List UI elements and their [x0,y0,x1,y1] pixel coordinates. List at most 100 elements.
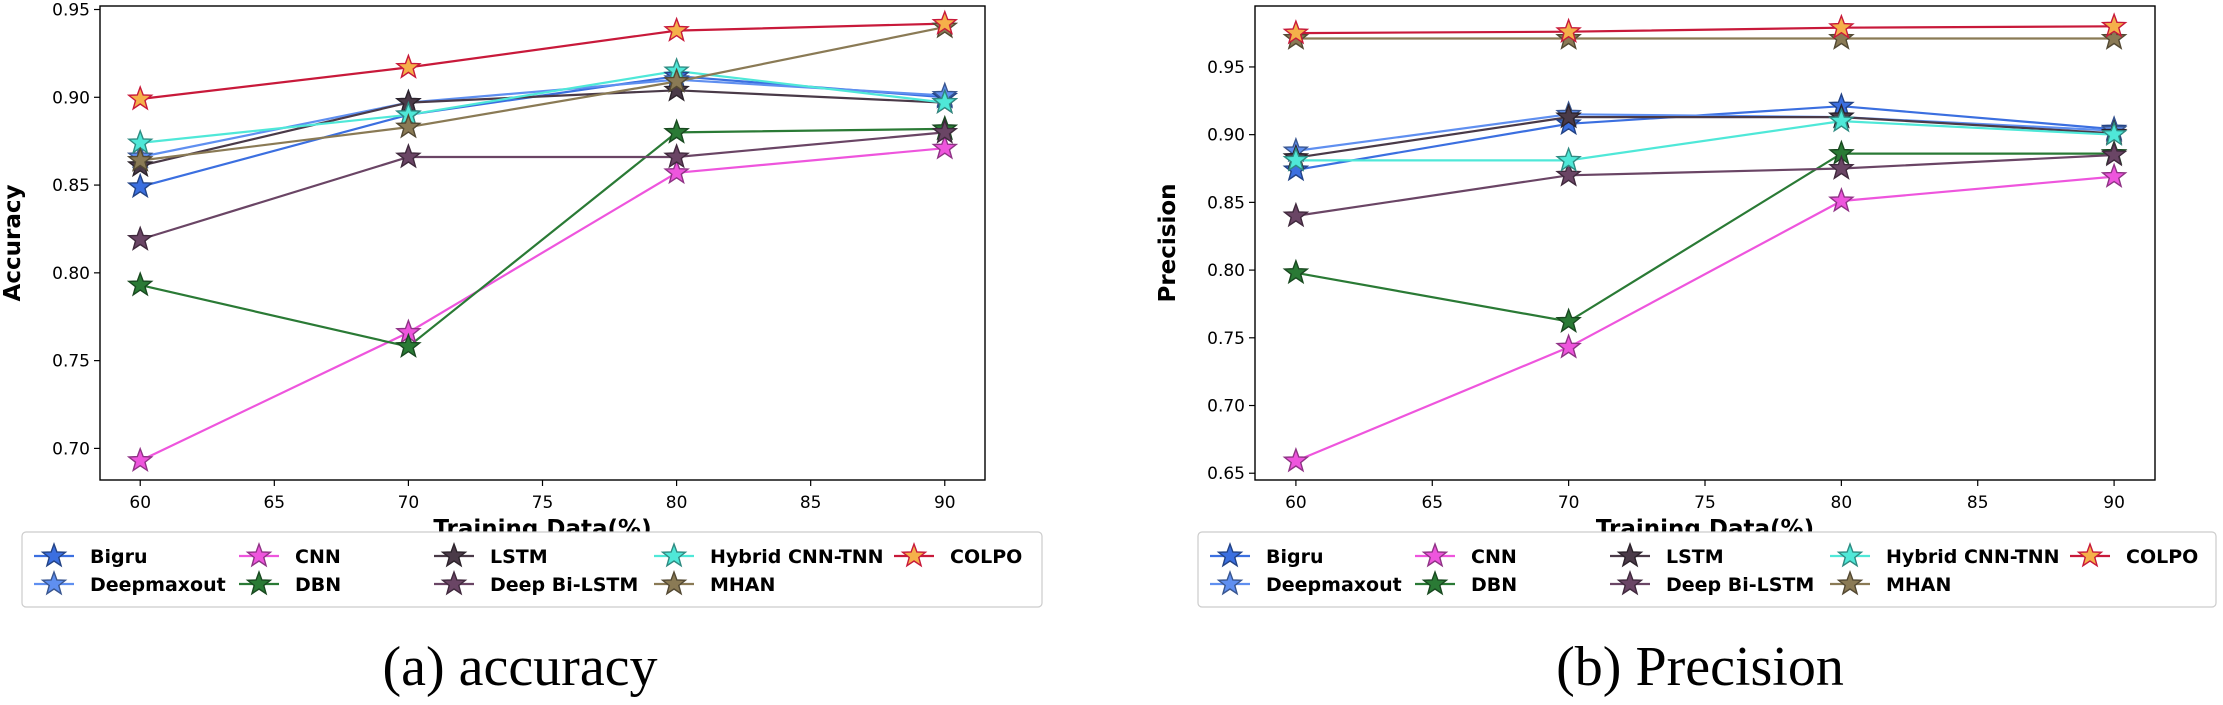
series-line-cnn [1295,175,2115,463]
legend-label: Deepmaxout [90,574,226,596]
legend-entry: CNN [239,541,341,568]
legend-label: Hybrid CNN-TNN [1886,546,2060,568]
data-point-hybrid-cnn-tnn [1555,146,1582,172]
data-point-deep-bi-lstm [395,142,422,169]
x-tick-label: 85 [1967,493,1989,513]
x-tick-label: 90 [2103,493,2125,513]
y-tick-label: 0.85 [52,176,90,196]
data-point-hybrid-cnn-tnn [1282,146,1310,172]
legend-entry: MHAN [1830,569,1951,596]
data-point-hybrid-cnn-tnn [931,88,959,114]
series-line-lstm [139,89,945,167]
data-point-dbn [126,271,154,297]
legend-label: MHAN [1886,574,1951,596]
x-tick-label: 70 [398,493,420,513]
data-point-deep-bi-lstm [1282,201,1310,228]
legend-label: Bigru [1266,546,1324,568]
y-axis-title: Precision [1155,183,1181,302]
series-line-mhan [140,26,946,162]
data-point-bigru [1282,155,1310,182]
x-tick-label: 80 [1831,493,1853,513]
legend-entry: DBN [239,569,341,596]
data-point-cnn [663,158,690,185]
data-point-lstm [1555,103,1582,129]
legend-label: Deepmaxout [1266,574,1402,596]
legend-label: Bigru [90,546,148,568]
data-point-mhan [126,146,154,172]
legend-entry: MHAN [654,569,775,596]
legend-marker [1421,541,1449,568]
data-point-hybrid-cnn-tnn [1828,107,1855,133]
legend-marker [440,569,468,596]
data-point-cnn [1282,446,1310,473]
data-point-deep-bi-lstm [126,225,154,251]
data-point-hybrid-cnn-tnn [2100,120,2128,147]
data-point-colpo [1828,13,1855,40]
data-point-colpo [2100,12,2128,38]
data-point-dbn [1282,258,1310,285]
data-point-mhan [1828,24,1855,50]
legend-marker [1836,541,1864,568]
y-tick-label: 0.75 [52,352,90,372]
legend-marker [1836,569,1864,596]
y-tick-label: 0.80 [52,264,90,284]
x-tick-label: 70 [1558,493,1580,513]
data-point-dbn [395,332,422,358]
caption: (a) accuracy [382,636,657,698]
chart-precision: 60 65 70 75 80 85 90 0.65 0.70 0.75 0.80 0.85 0.90 0.… [1155,5,2217,698]
y-tick-label: 0.90 [1207,126,1245,146]
y-tick-label: 0.95 [1207,58,1245,78]
data-point-colpo [663,16,690,42]
data-point-colpo [1282,19,1310,45]
data-point-deep-bi-lstm [2100,140,2128,167]
legend-marker [1421,569,1449,596]
legend-entry: LSTM [434,541,548,568]
legend-entry: COLPO [2070,541,2198,568]
x-tick-label: 65 [263,493,285,513]
data-point-mhan [395,113,422,139]
data-point-cnn [1555,333,1582,359]
legend-entry: Bigru [1210,541,1324,568]
legend-label: Deep Bi-LSTM [1666,574,1814,596]
data-point-colpo [126,84,154,111]
y-tick-label: 0.70 [1207,397,1245,417]
series-line-dbn [1295,152,2115,323]
legend-entry: Deepmaxout [1210,569,1402,596]
legend-marker [660,541,688,568]
legend-label: Hybrid CNN-TNN [710,546,884,568]
legend-entry: LSTM [1610,541,1724,568]
data-point-cnn [2100,162,2128,188]
legend-label: COLPO [950,546,1022,568]
data-point-dbn [663,118,690,144]
series-line-deepmaxout [1295,113,2115,152]
data-point-deep-bi-lstm [1828,154,1855,180]
data-point-deep-bi-lstm [931,118,959,144]
y-tick-label: 0.70 [52,439,90,459]
series-line-colpo [1295,25,2115,35]
series-line-cnn [139,147,945,462]
legend-entry: Deep Bi-LSTM [434,569,638,596]
legend-marker [40,569,68,596]
legend-marker [1216,569,1244,596]
legend-marker [245,569,273,596]
data-point-deep-bi-lstm [663,142,690,169]
legend-entry: Hybrid CNN-TNN [654,541,884,568]
data-point-dbn [1555,307,1582,333]
y-tick-label: 0.75 [1207,329,1245,349]
legend-marker [245,541,273,568]
legend-box [1197,531,2217,608]
legend-marker [40,541,68,568]
x-tick-label: 80 [666,493,688,513]
legend-marker [440,541,468,568]
legend-label: DBN [1471,574,1517,596]
data-point-cnn [1828,186,1855,213]
y-tick-label: 0.65 [1207,464,1245,484]
x-tick-label: 65 [1421,493,1443,513]
y-tick-label: 0.95 [52,1,90,21]
legend-entry: Bigru [34,541,148,568]
series-line-lstm [1295,115,2115,159]
legend-label: MHAN [710,574,775,596]
caption: (b) Precision [1556,636,1844,698]
data-point-deep-bi-lstm [1555,161,1582,187]
